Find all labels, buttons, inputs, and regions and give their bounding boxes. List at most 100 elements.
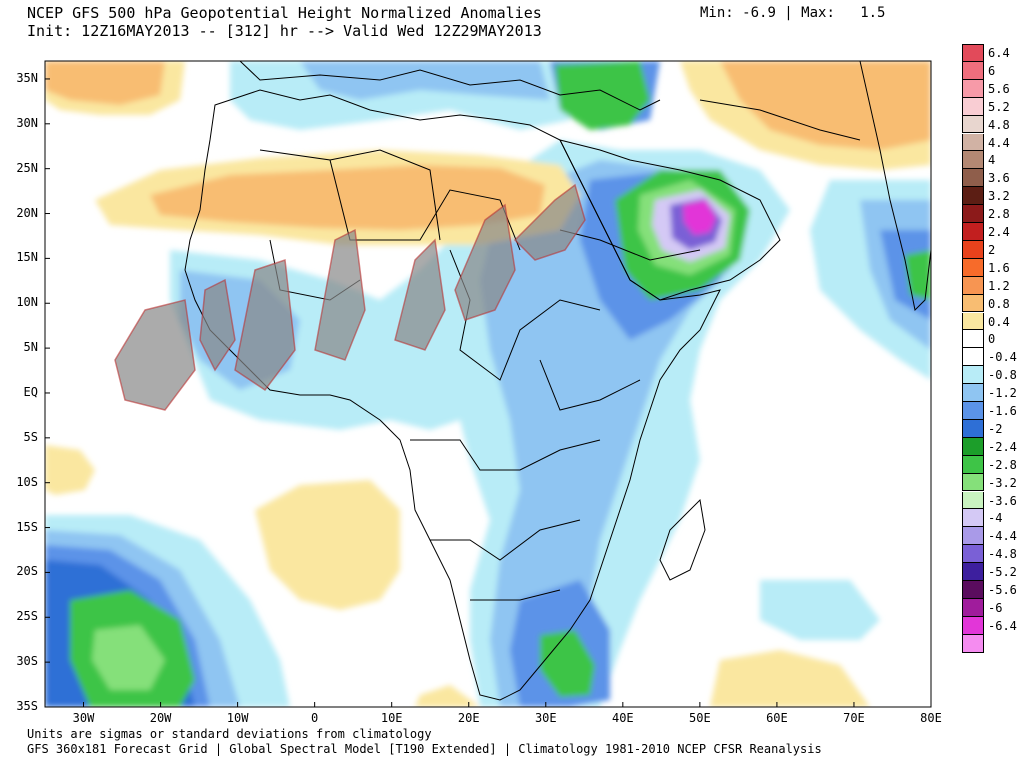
- field-green-south: [540, 630, 595, 697]
- colorbar-swatch: [962, 509, 984, 528]
- colorbar-label: 0.8: [988, 296, 1010, 311]
- colorbar-label: 3.2: [988, 189, 1010, 204]
- colorbar-label: -5.2: [988, 565, 1017, 580]
- border-10: [699, 99, 861, 141]
- lat-label: 15S: [16, 519, 38, 534]
- footer-units-note: Units are sigmas or standard deviations …: [27, 727, 432, 741]
- colorbar-label: -6.4: [988, 618, 1017, 633]
- colorbar-swatch: [962, 437, 984, 456]
- colorbar-label: -1.6: [988, 404, 1017, 418]
- colorbar-label: 5.6: [988, 81, 1010, 96]
- lon-label: 40E: [611, 711, 634, 725]
- min-label: Min:: [700, 5, 734, 21]
- field-green-east-coast: [905, 250, 931, 300]
- field-orange-sahara: [150, 165, 545, 230]
- colorbar-label: 4.8: [988, 117, 1010, 132]
- lat-label: 20S: [16, 564, 38, 579]
- footer-source-note: GFS 360x181 Forecast Grid | Global Spect…: [27, 742, 822, 756]
- colorbar-swatch: [962, 491, 984, 510]
- colorbar-label: 3.6: [988, 171, 1010, 186]
- colorbar-label: -3.6: [988, 493, 1017, 508]
- colorbar-label: 1.6: [988, 260, 1010, 275]
- colorbar-swatch: [962, 151, 984, 170]
- field-blue-north: [300, 61, 550, 100]
- colorbar-swatch: [962, 402, 984, 420]
- min-value: -6.9: [742, 5, 776, 21]
- colorbar-label: 2.8: [988, 207, 1010, 222]
- lat-label: 30N: [16, 115, 38, 130]
- field-orange-nw: [45, 61, 165, 105]
- colorbar-swatch: [962, 133, 984, 152]
- colorbar-swatch: [962, 616, 984, 635]
- lat-label: 25N: [16, 160, 38, 175]
- colorbar-swatch: [962, 258, 984, 277]
- map-frame: [44, 60, 932, 708]
- lat-label: 20N: [16, 205, 38, 220]
- lat-label: EQ: [23, 384, 38, 399]
- colorbar-label: 0: [988, 332, 996, 347]
- lat-label: 5S: [23, 429, 38, 444]
- lon-label: 10E: [380, 711, 403, 725]
- colorbar-swatch: [962, 366, 984, 385]
- colorbar-swatch: [962, 634, 984, 653]
- colorbar-swatch: [962, 240, 984, 259]
- colorbar-label: 5.2: [988, 99, 1010, 114]
- field-lightgreen-sw: [92, 625, 165, 690]
- colorbar-label: -2.8: [988, 457, 1017, 472]
- colorbar-label: -2.4: [988, 439, 1017, 454]
- map-subtitle: Init: 12Z16MAY2013 -- [312] hr --> Valid…: [27, 22, 542, 40]
- colorbar-swatch: [962, 169, 984, 188]
- colorbar-swatch: [962, 473, 984, 492]
- colorbar-swatch: [962, 581, 984, 599]
- colorbar-label: 6.4: [988, 46, 1010, 60]
- min-max-readout: Min: -6.9 | Max: 1.5: [700, 5, 886, 21]
- colorbar-swatch: [962, 115, 984, 134]
- colorbar-swatch: [962, 312, 984, 331]
- lon-label: 70E: [843, 711, 865, 725]
- colorbar-swatch: [962, 527, 984, 546]
- lat-label: 35N: [16, 70, 38, 85]
- field-yellow-west: [45, 445, 95, 495]
- colorbar-label: 4: [988, 153, 996, 168]
- colorbar-swatch: [962, 348, 984, 367]
- lon-label: 60E: [766, 711, 788, 725]
- field-lightblue-se: [760, 580, 880, 640]
- colorbar-label: 0.4: [988, 314, 1010, 329]
- colorbar-label: 2: [988, 242, 996, 257]
- colorbar-label: 1.2: [988, 278, 1010, 293]
- colorbar-swatch: [962, 563, 984, 581]
- field-magenta-low: [683, 200, 716, 235]
- colorbar-label: -3.2: [988, 475, 1017, 490]
- colorbar-label: -4.8: [988, 547, 1017, 562]
- max-label: Max:: [801, 5, 835, 21]
- lon-label: 30E: [534, 711, 557, 725]
- colorbar-swatch: [962, 97, 984, 116]
- lat-label: 10N: [16, 295, 38, 310]
- border-2: [329, 149, 441, 241]
- lon-label: 10W: [226, 711, 249, 725]
- colorbar-swatch: [962, 79, 984, 98]
- colorbar-swatch: [962, 545, 984, 564]
- lat-label: 15N: [16, 250, 38, 265]
- colorbar-label: -1.2: [988, 386, 1017, 401]
- border-6: [430, 519, 581, 561]
- lon-label: 0: [311, 711, 319, 725]
- colorbar-label: -0.4: [988, 350, 1017, 365]
- colorbar-label: -2: [988, 421, 1003, 436]
- lat-label: 35S: [16, 699, 38, 713]
- colorbar-swatch: [962, 187, 984, 206]
- colorbar-swatch: [962, 294, 984, 313]
- colorbar-swatch: [962, 205, 984, 223]
- border-7: [470, 589, 561, 601]
- lon-label: 20W: [149, 711, 172, 725]
- colorbar-label: -4.4: [988, 529, 1017, 544]
- colorbar-label: 2.4: [988, 225, 1010, 239]
- lon-label: 20E: [457, 711, 480, 725]
- max-value: 1.5: [860, 5, 886, 21]
- europe-coastline: [239, 61, 661, 111]
- colorbar-swatch: [962, 598, 984, 617]
- colorbar-swatch: [962, 419, 984, 438]
- colorbar-label: -5.6: [988, 583, 1017, 597]
- border-5: [410, 439, 601, 471]
- colorbar-swatch: [962, 330, 984, 349]
